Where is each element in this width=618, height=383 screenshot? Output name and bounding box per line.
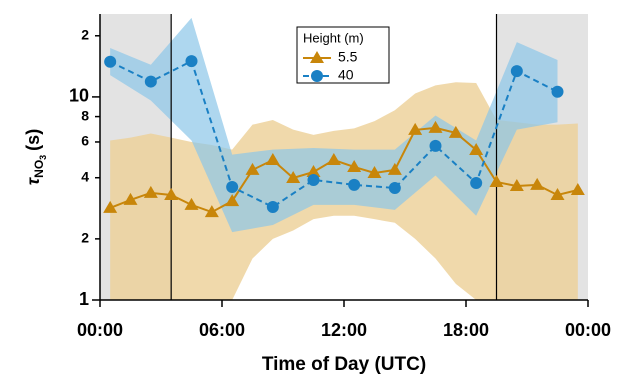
point (348, 178, 361, 191)
x-axis-label: Time of Day (UTC) (262, 354, 426, 375)
point (408, 122, 423, 135)
y-tick-label: 4 (81, 168, 89, 184)
x-tick-label: 12:00 (321, 320, 367, 340)
y-tick-label: 1 (79, 289, 89, 309)
y-tick-label: 8 (81, 107, 89, 123)
point (428, 120, 443, 133)
point (448, 125, 463, 138)
x-tick-label: 00:00 (77, 320, 123, 340)
y-tick-label: 10 (69, 86, 89, 106)
point (143, 185, 158, 198)
point (225, 194, 240, 207)
point (509, 179, 524, 192)
legend-marker (310, 51, 324, 63)
y-label-sub: NO (32, 160, 46, 178)
point (489, 175, 504, 188)
point (387, 162, 402, 175)
legend-marker (311, 70, 323, 82)
point (550, 187, 565, 200)
point (204, 205, 219, 218)
point (551, 85, 564, 98)
point (530, 177, 545, 190)
point (469, 142, 484, 155)
point (326, 153, 341, 166)
legend-title: Height (m) (303, 30, 364, 45)
point (226, 181, 239, 194)
point (184, 197, 199, 210)
y-label-subsub: 3 (38, 155, 48, 160)
point (245, 162, 260, 175)
y-tick-label: 2 (81, 26, 89, 42)
point (367, 166, 382, 179)
x-tick-label: 18:00 (443, 320, 489, 340)
y-axis-label: τNO3 (s) (23, 129, 49, 185)
point (510, 65, 523, 78)
y-label-symbol: τ (23, 176, 43, 185)
point (286, 170, 301, 183)
y-label-unit: (s) (23, 129, 43, 151)
legend-label: 5.5 (338, 49, 358, 65)
point (307, 173, 320, 186)
point (347, 159, 362, 172)
point (103, 200, 118, 213)
point (429, 139, 442, 152)
legend-label: 40 (338, 67, 354, 83)
point (306, 164, 321, 177)
uncertainty-band (110, 17, 558, 233)
point (266, 201, 279, 214)
x-tick-label: 00:00 (565, 320, 611, 340)
y-tick-label: 6 (81, 133, 89, 149)
point (104, 55, 117, 68)
point (388, 182, 401, 195)
series-line (109, 59, 558, 209)
point (164, 187, 179, 200)
point (123, 192, 138, 205)
y-tick-label: 2 (81, 230, 89, 246)
point (470, 176, 483, 189)
point (185, 55, 198, 68)
x-tick-label: 06:00 (199, 320, 245, 340)
point (144, 75, 157, 88)
point (570, 183, 585, 196)
point (265, 153, 280, 166)
